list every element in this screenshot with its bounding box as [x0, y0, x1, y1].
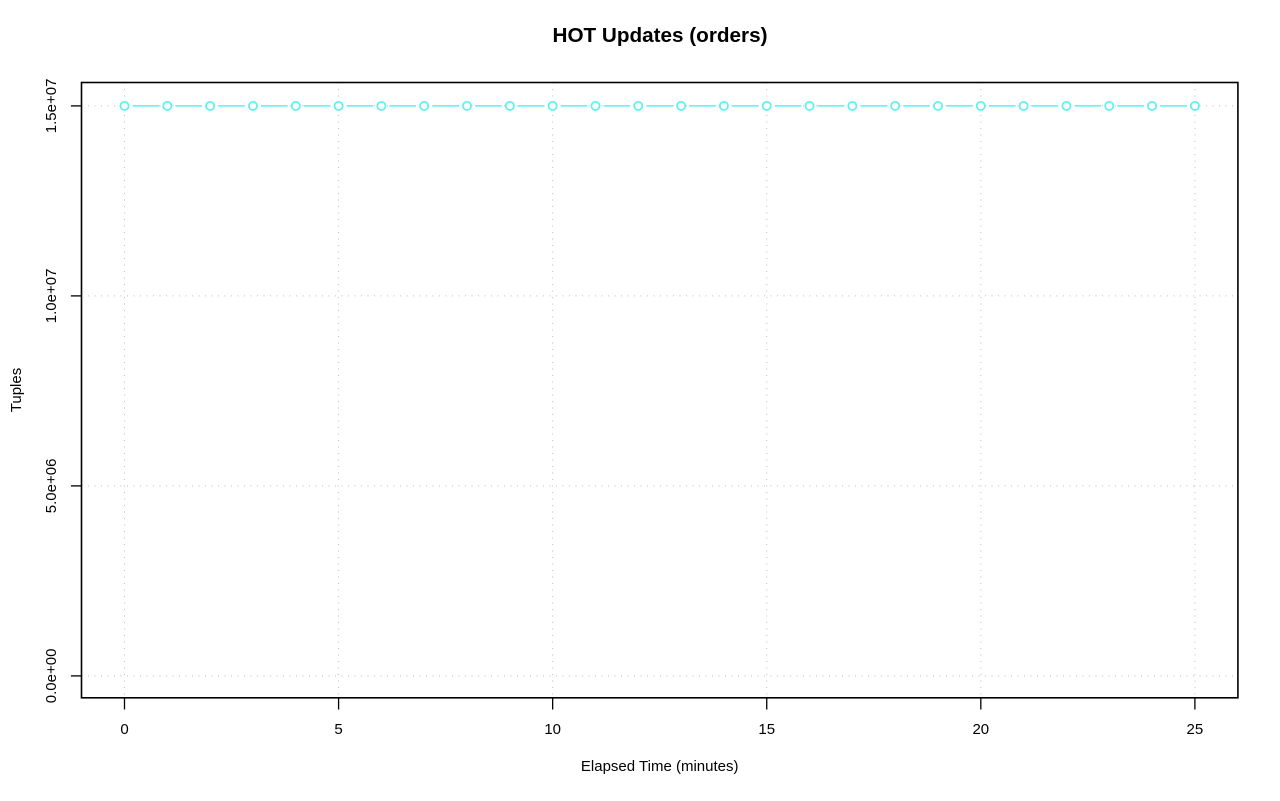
svg-text:1.0e+07: 1.0e+07 [43, 269, 60, 324]
svg-text:0: 0 [120, 721, 128, 738]
svg-text:Tuples: Tuples [8, 368, 25, 412]
svg-text:25: 25 [1187, 721, 1204, 738]
svg-text:10: 10 [544, 721, 561, 738]
svg-text:0.0e+00: 0.0e+00 [43, 649, 60, 704]
svg-text:15: 15 [758, 721, 775, 738]
svg-text:5: 5 [334, 721, 342, 738]
svg-text:Elapsed Time (minutes): Elapsed Time (minutes) [581, 758, 739, 775]
svg-text:5.0e+06: 5.0e+06 [43, 459, 60, 514]
svg-text:20: 20 [972, 721, 989, 738]
svg-text:1.5e+07: 1.5e+07 [43, 79, 60, 134]
svg-text:HOT Updates (orders): HOT Updates (orders) [553, 24, 768, 47]
